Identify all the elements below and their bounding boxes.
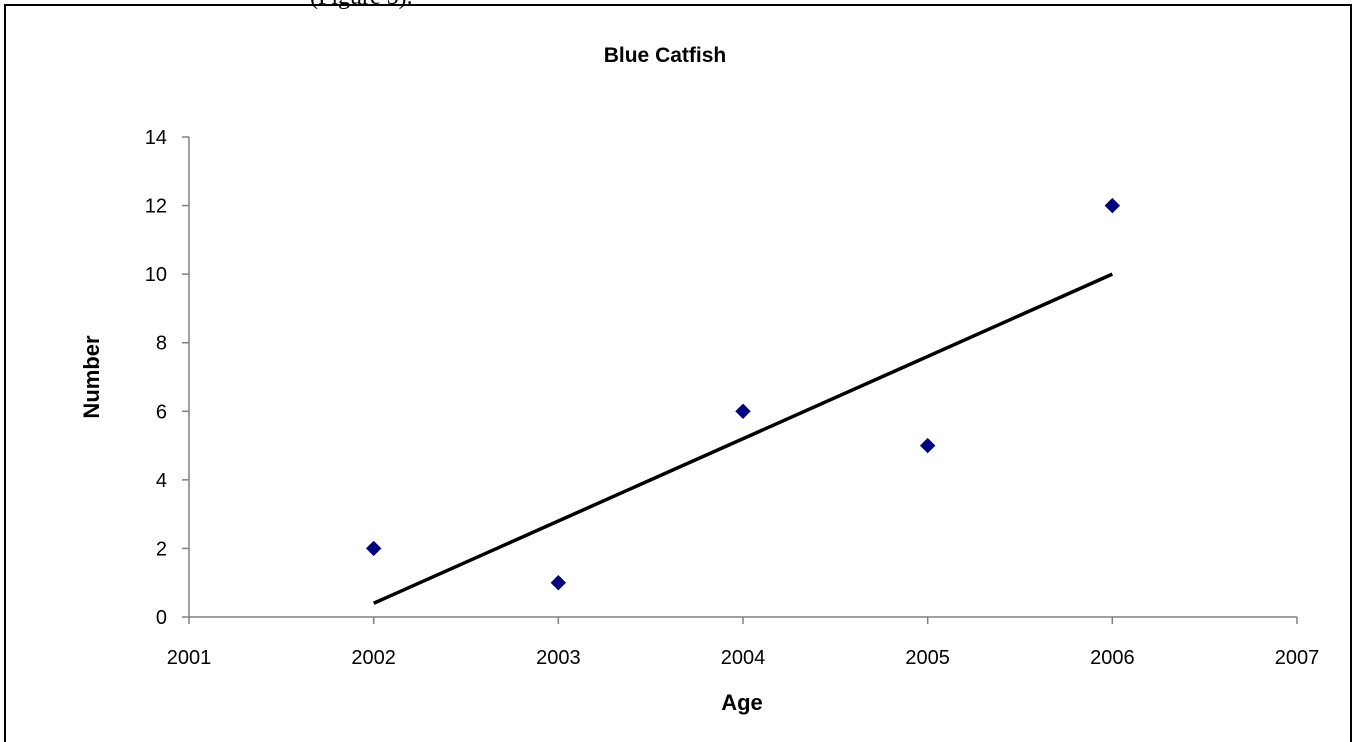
- y-tick-label: 10: [145, 264, 167, 286]
- y-tick-label: 4: [156, 470, 167, 492]
- y-tick-label: 6: [156, 401, 167, 423]
- x-tick-label: 2005: [905, 647, 950, 669]
- x-tick-label: 2006: [1090, 647, 1135, 669]
- x-axis-label: Age: [721, 690, 763, 715]
- chart-title: Blue Catfish: [604, 44, 727, 67]
- linear-trendline: [372, 272, 1114, 605]
- y-tick-label: 2: [156, 538, 167, 560]
- y-tick-label: 12: [145, 196, 167, 218]
- x-tick-label: 2003: [536, 647, 581, 669]
- chart-border: [4, 4, 1352, 742]
- x-tick-label: 2007: [1275, 647, 1320, 669]
- x-tick-label: 2004: [721, 647, 766, 669]
- data-point-diamond: [1104, 197, 1121, 214]
- tick-labels: 0 2 4 6 8 10 12 14 2001 2002 2003 2004 2005 2006 2007: [145, 127, 1320, 669]
- x-tick-label: 2002: [351, 647, 396, 669]
- axes: [182, 136, 1298, 624]
- data-point-diamond: [550, 575, 567, 591]
- data-points: [365, 197, 1121, 591]
- y-tick-label: 8: [156, 333, 167, 355]
- data-point-diamond: [919, 437, 936, 454]
- y-tick-label: 0: [156, 607, 167, 629]
- data-point-diamond: [365, 540, 382, 557]
- y-tick-label: 14: [145, 127, 167, 149]
- x-tick-label: 2001: [167, 647, 212, 669]
- data-point-diamond: [735, 403, 751, 419]
- y-axis-label: Number: [79, 335, 104, 419]
- trendline-group: [372, 272, 1114, 605]
